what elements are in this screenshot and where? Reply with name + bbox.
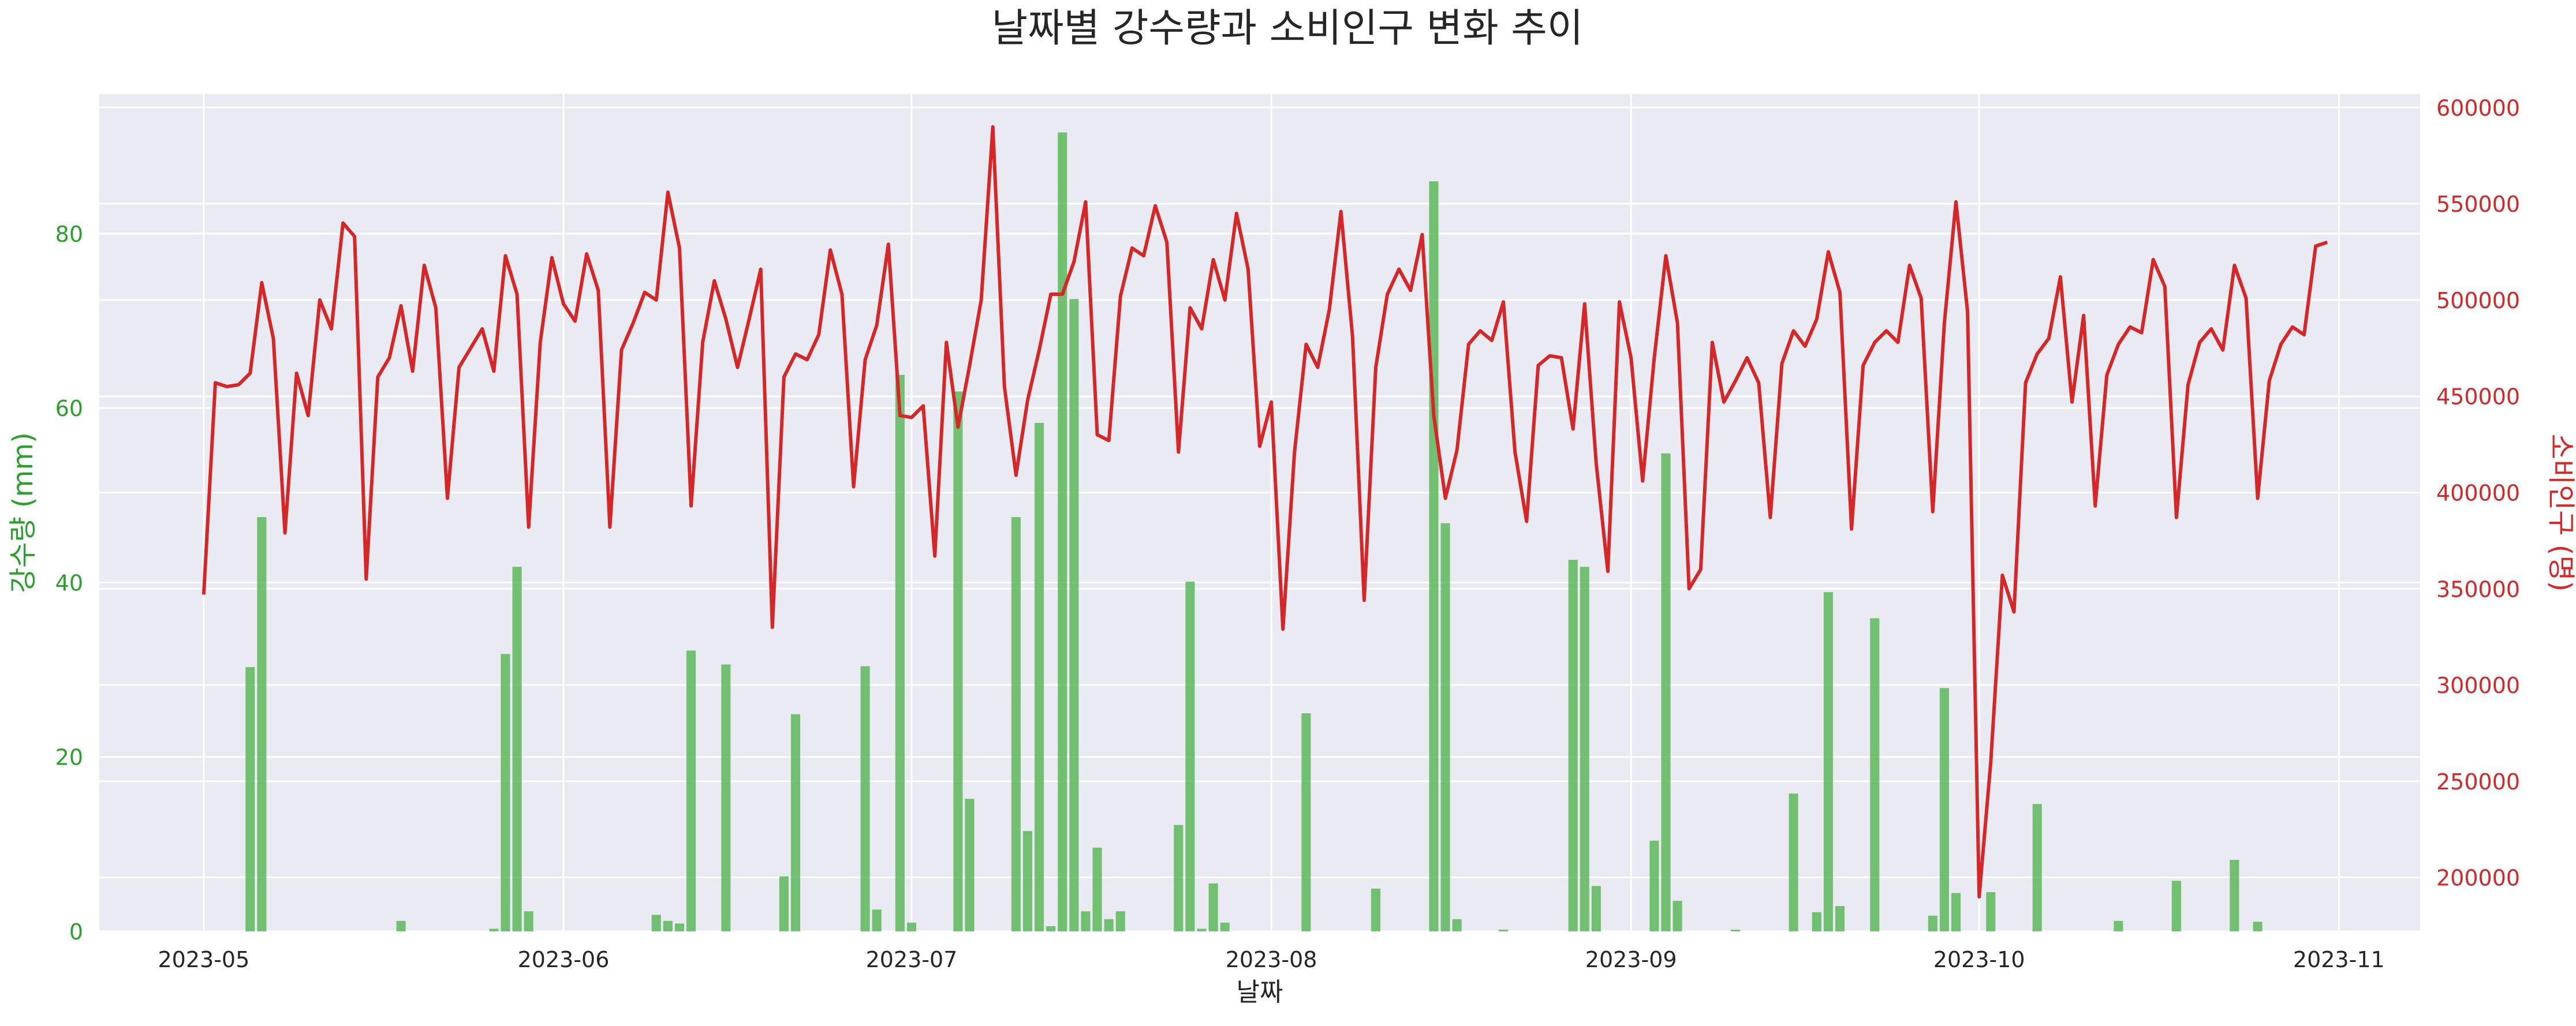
rain-bar (1580, 567, 1589, 931)
rain-bar (512, 567, 522, 931)
rain-bar (1986, 892, 1996, 931)
rain-bar (1104, 919, 1114, 931)
x-tick-label: 2023-08 (1226, 947, 1317, 972)
rain-bar (721, 664, 731, 931)
rain-bar (1301, 713, 1311, 931)
rain-bar (1011, 517, 1021, 931)
y-right-tick-label: 500000 (2436, 288, 2520, 313)
rain-bar (1440, 523, 1450, 931)
rain-bar (257, 517, 267, 931)
rain-bar (1069, 299, 1079, 932)
rain-bar (686, 650, 696, 931)
rain-bar (790, 714, 801, 931)
rain-bar (1022, 831, 1033, 931)
rain-bar (1870, 618, 1880, 931)
rain-bar (1951, 893, 1961, 931)
rain-bar (1591, 886, 1601, 931)
rain-bar (1092, 847, 1102, 931)
rain-bar (1568, 560, 1578, 931)
y-right-tick-label: 400000 (2436, 480, 2520, 505)
rain-bar (2114, 920, 2123, 931)
rain-bar (489, 928, 499, 931)
y-axis-right-label: 소비인구 (명) (2545, 434, 2576, 592)
rain-bar (1649, 840, 1659, 931)
people-line (201, 125, 2328, 898)
x-tick-label: 2023-09 (1585, 947, 1677, 972)
y-axis-left-label: 강수량 (mm) (7, 432, 39, 593)
y-left-tick-label: 0 (69, 919, 83, 945)
rain-bar (524, 911, 533, 931)
rain-bar (1499, 929, 1509, 931)
rain-bar (906, 922, 917, 931)
rain-bar (651, 915, 661, 931)
rain-bar (965, 799, 975, 931)
rain-bar (1452, 919, 1462, 931)
chart-title: 날짜별 강수량과 소비인구 변화 추이 (992, 6, 1584, 51)
y-right-tick-label: 350000 (2436, 576, 2520, 602)
rain-bar (1672, 901, 1682, 931)
rain-bar (895, 375, 905, 931)
x-tick-label: 2023-07 (866, 947, 958, 972)
rain-bar (1046, 926, 1056, 931)
y-right-tick-label: 300000 (2436, 673, 2520, 698)
rain-bar (245, 667, 255, 931)
rain-bar (779, 876, 789, 931)
rain-bar (953, 391, 963, 931)
rain-bar (1081, 911, 1091, 931)
y-right-tick-label: 250000 (2436, 769, 2520, 795)
rain-bar (1197, 928, 1207, 931)
y-right-tick-label: 600000 (2436, 95, 2520, 121)
y-right-tick-label: 450000 (2436, 384, 2520, 410)
rain-bar (1429, 181, 1439, 931)
rain-bar (674, 923, 685, 931)
rain-bar (1731, 929, 1741, 931)
rain-bar (1058, 132, 1067, 932)
plot-background (99, 94, 2420, 931)
x-tick-label: 2023-06 (518, 947, 610, 972)
rain-bar (1835, 906, 1845, 931)
rain-bar (872, 909, 882, 931)
rain-bar (2230, 860, 2239, 931)
tick-labels: 2023-05 2023-06 2023-07 2023-08 2023-09 2023-… (55, 95, 2520, 972)
x-axis-label: 날짜 (1237, 978, 1283, 1007)
rain-bar (860, 666, 870, 931)
rain-bar (2253, 922, 2263, 931)
rain-bar (1812, 912, 1821, 931)
rain-bar (1035, 422, 1044, 931)
rain-bar (663, 920, 673, 931)
x-tick-label: 2023-10 (1933, 947, 2025, 972)
rain-bar (1185, 581, 1195, 931)
y-left-tick-label: 60 (55, 396, 83, 421)
y-right-tick-label: 550000 (2436, 192, 2520, 217)
rain-bar (2171, 881, 2181, 931)
y-left-tick-label: 80 (55, 222, 83, 247)
rain-bar (1939, 688, 1949, 931)
rain-bar (2032, 804, 2042, 931)
rain-bar (396, 920, 406, 931)
rain-bar (1661, 453, 1671, 931)
rain-bar (1174, 825, 1184, 931)
y-right-tick-label: 200000 (2436, 866, 2520, 891)
rain-bar (1928, 915, 1937, 931)
y-left-tick-label: 40 (55, 570, 83, 596)
x-tick-label: 2023-05 (158, 947, 250, 972)
rain-bar (501, 654, 510, 931)
rain-bar (1371, 888, 1381, 931)
rain-bar (1220, 922, 1230, 931)
y-left-tick-label: 20 (55, 745, 83, 770)
rain-bar (1115, 911, 1125, 931)
rain-bars (245, 132, 2263, 932)
rain-bar (1208, 883, 1218, 931)
x-tick-label: 2023-11 (2293, 947, 2385, 972)
rain-bar (1789, 793, 1798, 931)
rain-bar (1823, 592, 1833, 931)
